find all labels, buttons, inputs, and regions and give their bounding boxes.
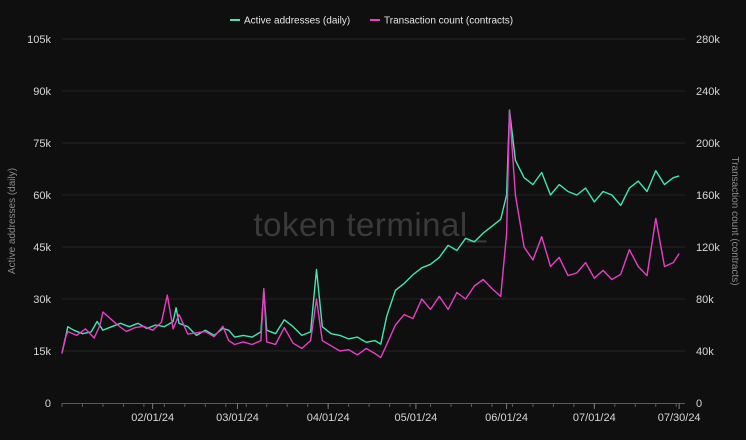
y-right-tick-label: 40k xyxy=(696,346,714,358)
x-tick-label: 04/01/24 xyxy=(307,412,350,424)
legend: Active addresses (daily) Transaction coun… xyxy=(230,16,513,27)
y-right-tick-label: 0 xyxy=(696,398,702,410)
y-left-tick-label: 0 xyxy=(45,398,51,410)
y-left-tick-label: 30k xyxy=(33,294,51,306)
y-right-tick-label: 280k xyxy=(696,34,720,46)
x-tick-label: 07/30/24 xyxy=(658,412,701,424)
x-tick-label: 07/01/24 xyxy=(573,412,616,424)
series-line-active-addresses-daily xyxy=(61,109,680,353)
y-right-tick-label: 160k xyxy=(696,190,720,202)
legend-label: Active addresses (daily) xyxy=(244,16,350,27)
x-tick-label: 03/01/24 xyxy=(216,412,259,424)
x-tick-label: 05/01/24 xyxy=(394,412,437,424)
y-right-tick-label: 200k xyxy=(696,138,720,150)
y-left-tick-label: 45k xyxy=(33,242,51,254)
grid-lines xyxy=(62,38,685,352)
right-axis-title: Transaction count (contracts) xyxy=(729,156,740,285)
x-tick-label: 06/01/24 xyxy=(485,412,528,424)
y-right-tick-label: 80k xyxy=(696,294,714,306)
y-left-tick-label: 60k xyxy=(33,190,51,202)
y-left-tick-label: 105k xyxy=(27,34,51,46)
series-lines xyxy=(61,109,680,359)
x-tick-label: 02/01/24 xyxy=(131,412,174,424)
watermark: token terminal_ xyxy=(253,206,486,243)
y-left-tick-label: 75k xyxy=(33,138,51,150)
y-left-tick-label: 90k xyxy=(33,86,51,98)
left-axis-title: Active addresses (daily) xyxy=(7,168,18,274)
series-line-transaction-count-contracts xyxy=(61,109,680,359)
y-right-tick-label: 240k xyxy=(696,86,720,98)
axes: 0 15k 30k 45k 60k 75k 90k 105k 0 40k 80k 120k 160k 20… xyxy=(27,34,720,424)
y-left-tick-label: 15k xyxy=(33,346,51,358)
legend-label: Transaction count (contracts) xyxy=(384,16,513,27)
y-right-tick-label: 120k xyxy=(696,242,720,254)
